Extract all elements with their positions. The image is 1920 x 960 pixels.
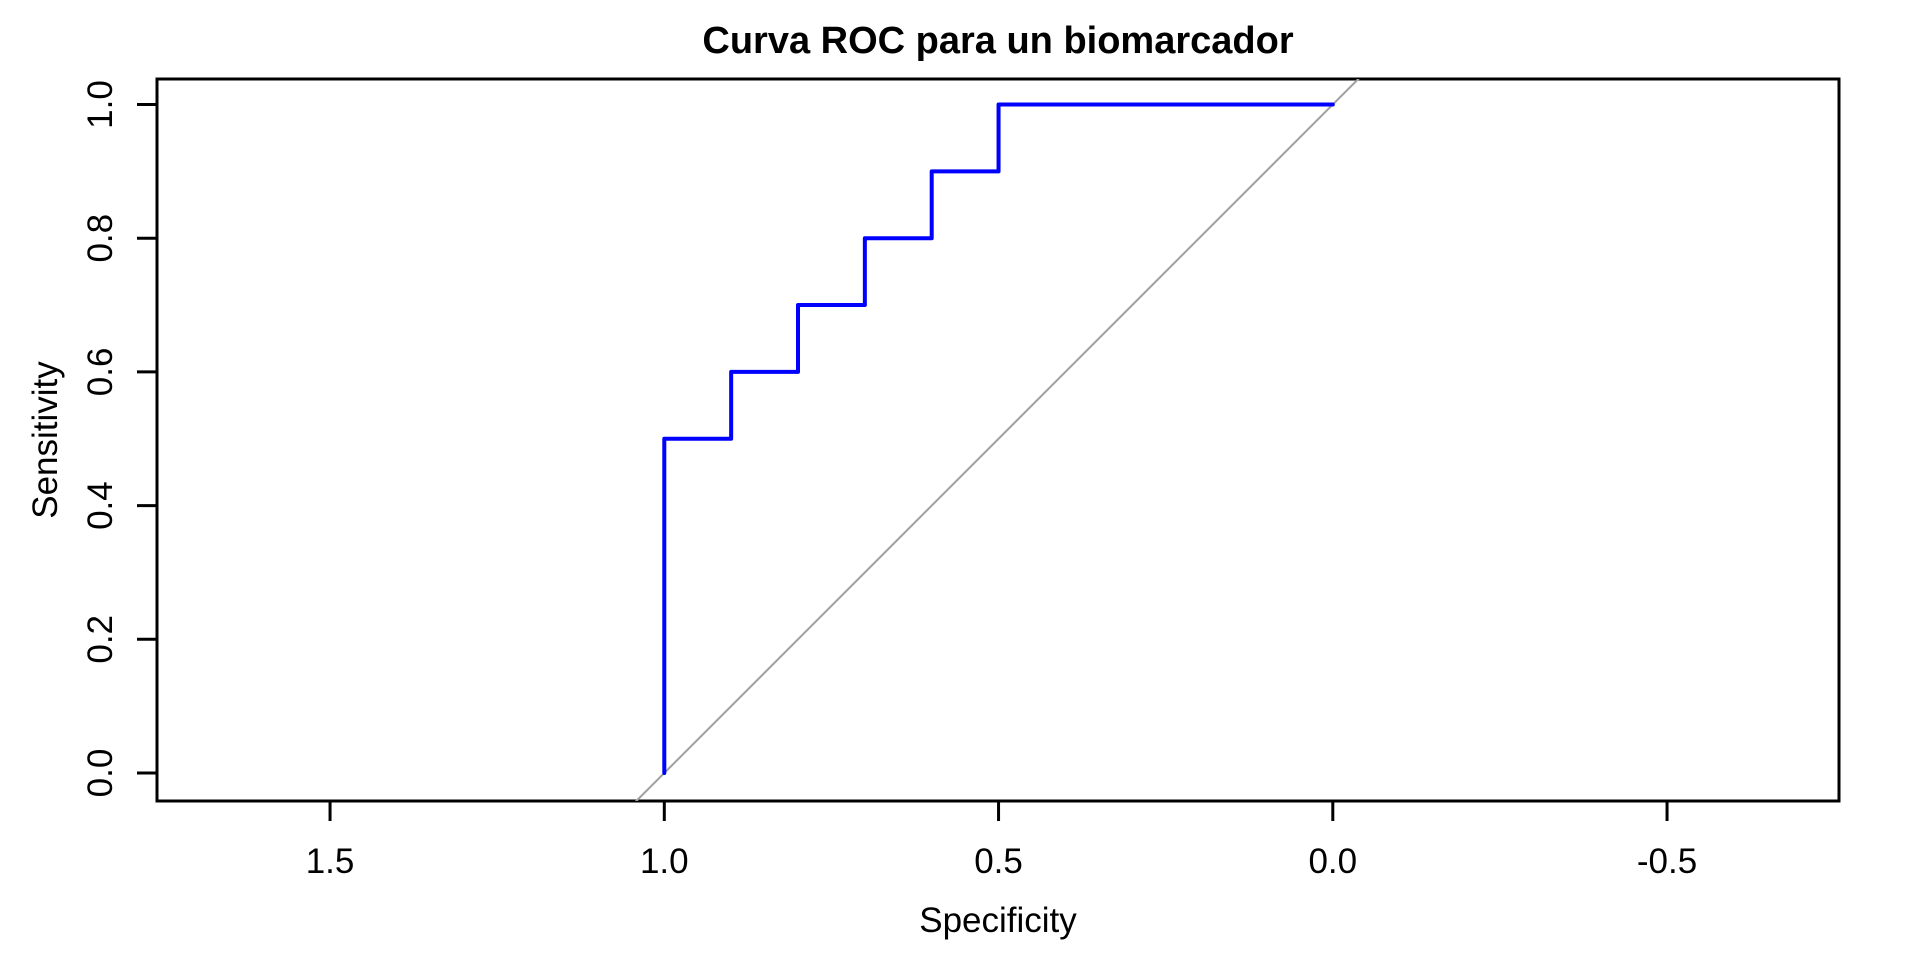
chart-title: Curva ROC para un biomarcador [702,20,1293,62]
y-tick-label: 1.0 [81,80,120,129]
x-axis-ticks: 1.5 1.0 0.5 0.0 -0.5 [306,801,1697,881]
y-axis-ticks: 0.0 0.2 0.4 0.6 0.8 1.0 [81,80,157,797]
y-tick-label: 0.2 [81,615,120,664]
y-tick-label: 0.4 [81,481,120,530]
x-tick-label: 1.0 [640,842,689,881]
x-tick-label: 0.0 [1308,842,1357,881]
x-tick-label: 0.5 [974,842,1023,881]
y-tick-label: 0.6 [81,348,120,397]
chance-diagonal-line [634,79,1360,801]
series-group [634,79,1360,801]
y-tick-label: 0.0 [81,749,120,798]
y-axis-title: Sensitivity [26,361,65,519]
roc-curve-line [662,102,1335,775]
x-axis-title: Specificity [919,901,1077,940]
x-tick-label: -0.5 [1637,842,1697,881]
y-tick-label: 0.8 [81,214,120,263]
x-tick-label: 1.5 [306,842,355,881]
